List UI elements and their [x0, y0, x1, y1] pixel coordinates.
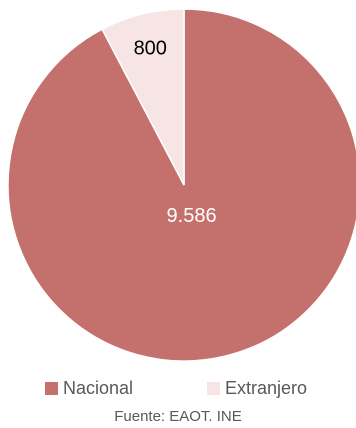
- legend: Nacional Extranjero: [0, 378, 356, 402]
- data-label-extranjero: 800: [134, 37, 167, 59]
- legend-label-extranjero: Extranjero: [225, 378, 308, 398]
- legend-item-nacional: Nacional: [45, 378, 133, 399]
- source-note: Fuente: EAOT. INE: [114, 408, 242, 425]
- pie-slice-extranjero: [101, 8, 185, 186]
- legend-swatch-extranjero: [207, 382, 220, 395]
- legend-swatch-nacional: [45, 382, 58, 395]
- pie-slice-nacional: [7, 8, 356, 362]
- legend-item-extranjero: Extranjero: [207, 378, 307, 399]
- data-label-nacional: 9.586: [167, 205, 217, 227]
- legend-label-nacional: Nacional: [63, 378, 134, 398]
